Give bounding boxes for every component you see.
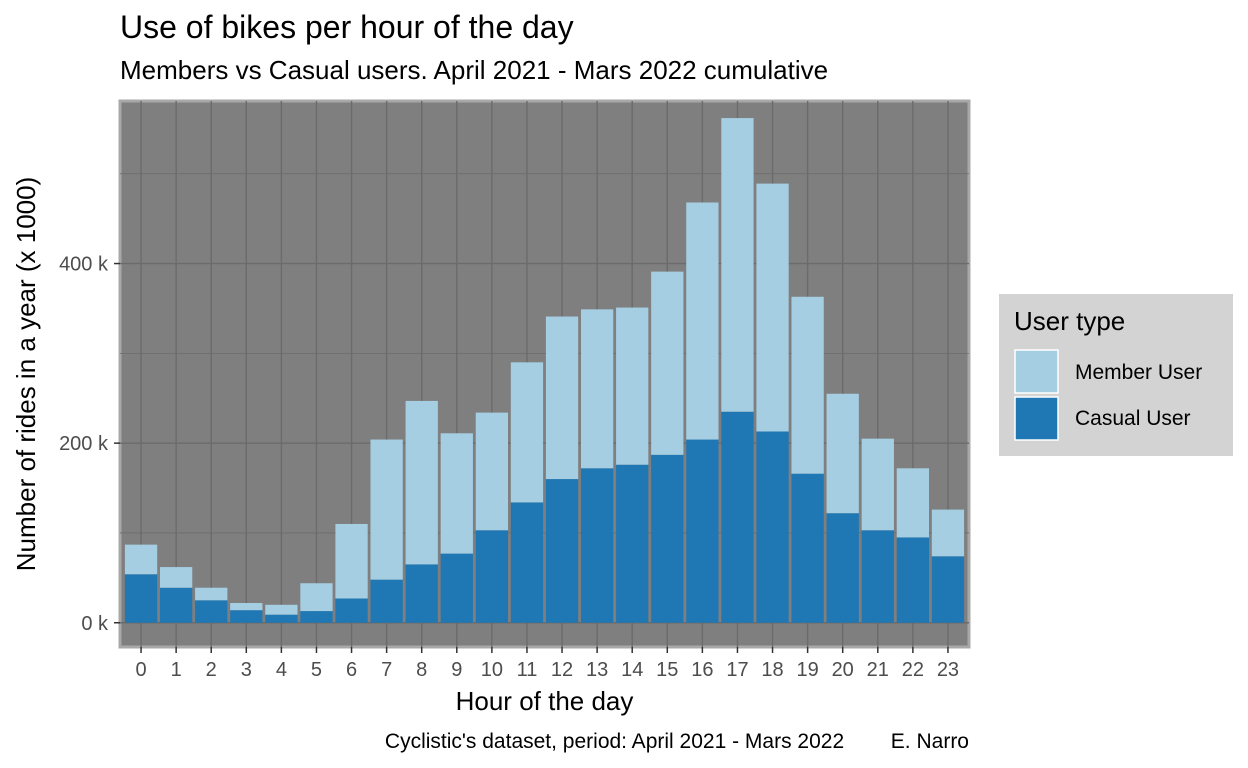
legend-key-member (1014, 349, 1059, 394)
bar-member-user-hour-19 (791, 296, 824, 474)
bar-casual-user-hour-19 (791, 473, 824, 623)
x-tick-label: 23 (937, 659, 959, 681)
bar-member-user-hour-1 (159, 567, 193, 588)
chart-caption: Cyclistic's dataset, period: April 2021 … (385, 730, 969, 753)
bar-member-user-hour-0 (124, 544, 158, 575)
bar-casual-user-hour-11 (510, 502, 544, 623)
bar-member-user-hour-3 (230, 602, 263, 611)
bar-casual-user-hour-1 (159, 587, 193, 623)
x-tick-label: 7 (381, 659, 392, 681)
bar-member-user-hour-8 (405, 400, 438, 565)
x-tick-label: 1 (171, 659, 182, 681)
x-tick-label: 5 (311, 659, 322, 681)
x-tick-label: 10 (481, 659, 503, 681)
legend-label-casual: Casual User (1075, 407, 1191, 430)
x-tick-label: 9 (451, 659, 462, 681)
x-tick-label: 16 (691, 659, 713, 681)
x-tick-label: 0 (135, 659, 146, 681)
x-tick-label: 14 (621, 659, 643, 681)
bar-casual-user-hour-10 (475, 530, 509, 623)
legend-key-casual (1014, 396, 1059, 441)
bar-casual-user-hour-9 (440, 553, 473, 623)
x-tick-label: 18 (761, 659, 783, 681)
bar-casual-user-hour-8 (405, 564, 438, 623)
bar-casual-user-hour-15 (651, 454, 684, 623)
x-axis: 0 1 2 3 4 5 6 7 8 9 10 11 12 13 14 15 16 17 18 19 20 21 22 23 (135, 647, 959, 681)
bar-casual-user-hour-0 (124, 574, 158, 623)
bar-casual-user-hour-22 (896, 537, 930, 623)
bar-member-user-hour-6 (335, 523, 368, 599)
bar-casual-user-hour-5 (300, 611, 333, 623)
bar-casual-user-hour-7 (370, 579, 403, 623)
bar-member-user-hour-7 (370, 439, 403, 580)
legend: User type Member User Casual User (999, 294, 1233, 456)
bar-casual-user-hour-17 (721, 411, 754, 623)
bar-member-user-hour-18 (756, 183, 789, 432)
x-tick-label: 19 (796, 659, 818, 681)
bar-casual-user-hour-23 (931, 556, 965, 623)
bar-member-user-hour-22 (896, 468, 930, 538)
bar-member-user-hour-15 (651, 271, 684, 455)
x-tick-label: 6 (346, 659, 357, 681)
bar-casual-user-hour-2 (195, 600, 228, 623)
bar-member-user-hour-16 (686, 202, 719, 440)
bar-member-user-hour-11 (510, 362, 544, 503)
bar-casual-user-hour-16 (686, 439, 719, 623)
bar-casual-user-hour-13 (580, 468, 614, 623)
bars (124, 118, 965, 623)
x-tick-label: 21 (867, 659, 889, 681)
x-tick-label: 2 (206, 659, 217, 681)
bar-casual-user-hour-14 (616, 464, 649, 623)
y-axis: 0 k 200 k 400 k (59, 254, 120, 635)
x-tick-label: 22 (902, 659, 924, 681)
x-tick-label: 13 (586, 659, 608, 681)
bar-casual-user-hour-6 (335, 598, 368, 623)
y-tick-label: 400 k (59, 254, 109, 276)
bar-member-user-hour-21 (861, 438, 894, 531)
bar-member-user-hour-2 (195, 587, 228, 601)
bar-member-user-hour-12 (545, 316, 579, 480)
bar-casual-user-hour-20 (826, 513, 859, 623)
x-tick-label: 12 (551, 659, 573, 681)
bar-member-user-hour-20 (826, 393, 859, 514)
bar-member-user-hour-14 (616, 307, 649, 465)
x-tick-label: 17 (726, 659, 748, 681)
bar-casual-user-hour-4 (265, 614, 298, 623)
y-tick-label: 200 k (59, 433, 109, 455)
chart-title: Use of bikes per hour of the day (120, 9, 574, 45)
y-axis-title: Number of rides in a year (x 1000) (11, 177, 41, 572)
x-tick-label: 8 (416, 659, 427, 681)
bar-member-user-hour-23 (931, 509, 965, 557)
bar-casual-user-hour-12 (545, 479, 579, 623)
bar-member-user-hour-17 (721, 118, 754, 412)
legend-title: User type (1014, 306, 1125, 336)
bar-casual-user-hour-3 (230, 610, 263, 623)
bar-member-user-hour-13 (580, 309, 614, 469)
bar-casual-user-hour-21 (861, 530, 894, 623)
x-axis-title: Hour of the day (456, 686, 634, 716)
x-tick-label: 11 (517, 659, 538, 681)
x-tick-label: 3 (241, 659, 252, 681)
bar-member-user-hour-10 (475, 412, 509, 531)
x-tick-label: 15 (656, 659, 678, 681)
y-tick-label: 0 k (81, 613, 109, 635)
x-tick-label: 4 (276, 659, 287, 681)
legend-label-member: Member User (1075, 361, 1202, 384)
chart-subtitle: Members vs Casual users. April 2021 - Ma… (120, 55, 828, 85)
bar-casual-user-hour-18 (756, 431, 789, 623)
bar-member-user-hour-4 (265, 604, 298, 615)
bar-member-user-hour-9 (440, 433, 473, 554)
x-tick-label: 20 (832, 659, 854, 681)
bar-member-user-hour-5 (300, 583, 333, 612)
